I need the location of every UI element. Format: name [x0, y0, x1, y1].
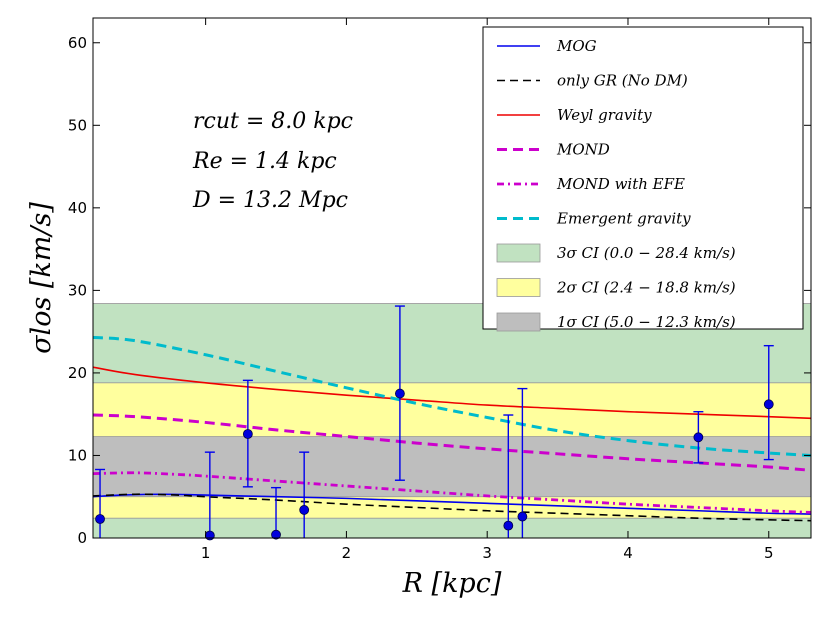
data-point-10: [763, 399, 774, 410]
series-line-3: [93, 366, 811, 420]
legend-band-swatch-1: [496, 243, 541, 263]
legend-label-5: MOND with EFE: [556, 175, 685, 193]
y-tick-label: 10: [68, 446, 87, 464]
plot-frame: [92, 17, 812, 539]
x-tick-label: 1: [201, 544, 211, 562]
series-line-2: [93, 493, 811, 522]
legend-band-swatch-2: [496, 278, 541, 297]
annotation-re: Re = 1.4 kpc: [192, 149, 337, 174]
legend-band-label-1: 3σ CI (0.0 − 28.4 km/s): [557, 244, 736, 262]
data-point-9: [693, 432, 704, 443]
data-points: [95, 305, 774, 541]
y-axis-label: σlos [km/s]: [26, 202, 57, 354]
legend-label-6: Emergent gravity: [556, 210, 691, 228]
data-point-7: [503, 520, 514, 531]
data-point-3: [242, 429, 253, 439]
legend-label-4: MOND: [556, 141, 610, 159]
legend-label-1: MOG: [556, 37, 597, 55]
x-tick-label: 4: [623, 544, 633, 562]
series-line-5: [93, 471, 811, 514]
data-point-4: [271, 529, 281, 540]
y-tick-label: 0: [77, 529, 87, 547]
model-curves: [93, 335, 811, 522]
legend-band-label-2: 2σ CI (2.4 − 18.8 km/s): [556, 279, 736, 297]
y-tick-label: 40: [68, 199, 87, 217]
x-tick-label: 3: [482, 544, 492, 562]
legend-label-3: Weyl gravity: [557, 106, 652, 124]
x-tick-label: 2: [342, 544, 352, 562]
parameter-annotations: rcut = 8.0 kpc Re = 1.4 kpc D = 13.2 Mpc: [192, 109, 353, 213]
y-tick-label: 60: [68, 34, 87, 52]
data-point-2: [204, 530, 215, 541]
y-tick-label: 20: [68, 364, 87, 382]
legend-band-label-3: 1σ CI (5.0 − 12.3 km/s): [557, 313, 736, 331]
data-point-5: [299, 505, 310, 515]
y-axis-ticks: 0 10 20 30 40 50 60: [68, 34, 811, 547]
y-tick-label: 30: [68, 281, 87, 299]
x-tick-label: 5: [764, 544, 774, 562]
x-axis-ticks: 1 2 3 4 5: [201, 18, 774, 562]
annotation-rcut: rcut = 8.0 kpc: [193, 109, 353, 134]
data-point-1: [95, 514, 105, 524]
legend-label-2: only GR (No DM): [557, 72, 688, 90]
legend-band-swatch-3: [496, 312, 541, 332]
data-point-8: [517, 511, 528, 522]
series-line-6: [93, 335, 811, 457]
data-point-6: [395, 388, 405, 399]
x-axis-label: R [kpc]: [402, 568, 502, 599]
annotation-distance: D = 13.2 Mpc: [192, 188, 348, 213]
legend: MOG only GR (No DM) Weyl gravity MOND MOND w…: [482, 26, 804, 332]
y-tick-label: 50: [68, 116, 87, 134]
